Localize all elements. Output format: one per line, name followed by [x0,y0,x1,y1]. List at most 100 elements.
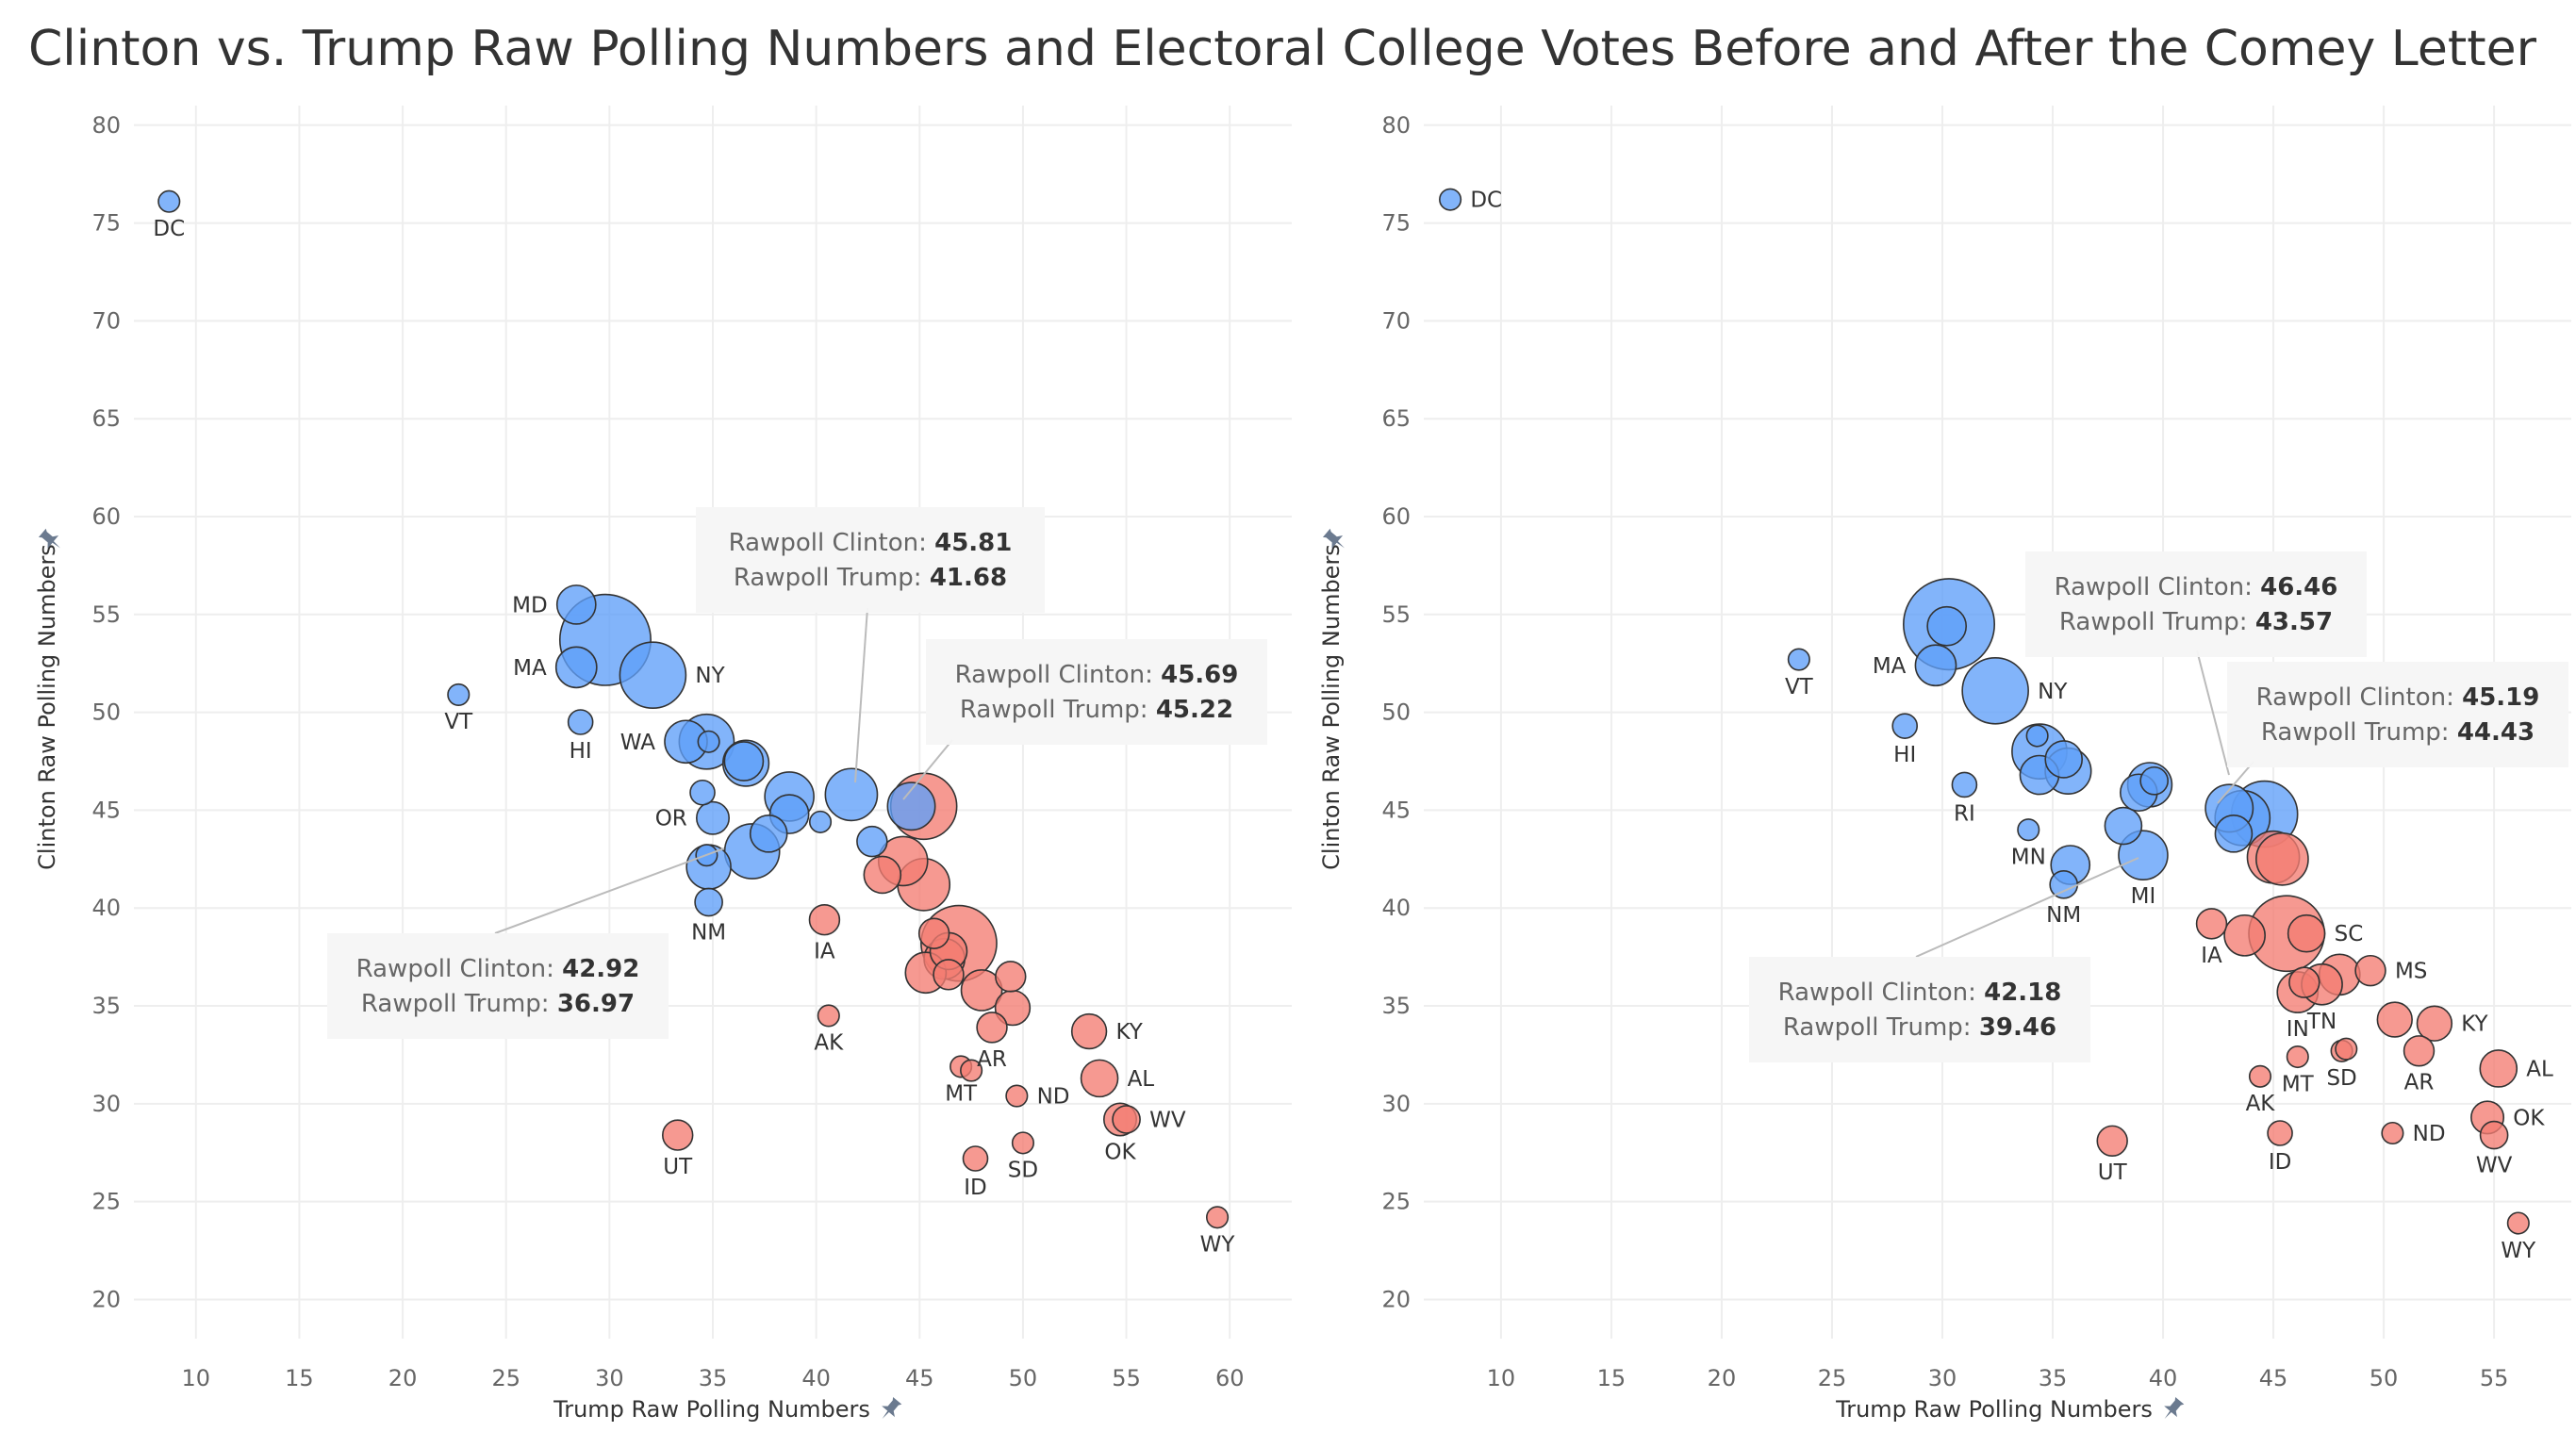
y-axis-title: Clinton Raw Polling Numbers [1318,544,1345,870]
data-point[interactable] [2139,765,2170,796]
data-point-wy[interactable] [2506,1211,2530,1235]
state-label-ok: OK [2513,1106,2545,1130]
state-label-ny: NY [695,664,725,688]
data-point-wv[interactable] [1112,1105,1141,1134]
x-tick-label: 50 [2370,1365,2399,1391]
y-tick-label: 75 [1381,210,1411,237]
data-point-nm[interactable] [694,887,723,917]
data-point-ak[interactable] [817,1004,840,1028]
data-point[interactable] [933,959,965,991]
data-point[interactable] [886,782,936,831]
annotation-clinton-line: Rawpoll Clinton: 42.18 [1778,979,2062,1007]
data-point-wv[interactable] [2479,1120,2509,1150]
data-point-or[interactable] [696,800,730,835]
annotation-leader-line [1915,857,2139,958]
data-point[interactable] [2044,740,2084,779]
state-label-mt: MT [945,1082,978,1107]
state-label-dc: DC [153,217,185,241]
data-point[interactable] [2255,831,2309,886]
data-point-hi[interactable] [567,709,594,735]
data-point-hi[interactable] [1891,713,1919,739]
data-point-sd[interactable] [1011,1131,1034,1155]
data-point-ut[interactable] [661,1119,694,1151]
data-point-ma[interactable] [554,646,598,689]
data-point-ms[interactable] [2354,954,2386,987]
x-tick-label: 20 [388,1365,418,1391]
data-point-ar[interactable] [2403,1035,2436,1067]
data-point[interactable] [749,814,788,853]
data-point[interactable] [1926,605,1968,647]
annotation-trump-value: 36.97 [557,990,635,1018]
data-point-mt[interactable] [2286,1045,2309,1069]
data-point[interactable] [2025,724,2049,748]
y-tick-label: 55 [1381,601,1411,628]
data-point[interactable] [960,1059,983,1082]
data-point-al[interactable] [2479,1049,2518,1088]
y-tick-label: 45 [1381,797,1411,823]
data-point[interactable] [824,767,879,822]
data-point-sc[interactable] [2287,913,2326,953]
data-point[interactable] [808,810,833,833]
data-point-dc[interactable] [1439,188,1462,211]
data-point[interactable] [723,741,765,782]
y-tick-label: 70 [91,307,121,334]
data-point[interactable] [2223,913,2266,957]
data-point[interactable] [2376,1001,2413,1038]
data-point[interactable] [960,969,1003,1012]
annotation-clinton-line: Rawpoll Clinton: 45.81 [729,529,1013,557]
data-point-wy[interactable] [1205,1206,1230,1229]
annotation-trump-value: 45.22 [1156,696,1233,724]
data-point[interactable] [2104,806,2143,846]
data-point-vt[interactable] [447,683,471,706]
data-point[interactable] [689,779,716,806]
x-tick-label: 55 [2480,1365,2509,1391]
data-point-id[interactable] [2267,1120,2293,1146]
data-point-ky[interactable] [2416,1005,2453,1042]
state-label-al: AL [2526,1057,2553,1081]
data-point-ma[interactable] [1914,644,1957,687]
annotation-clinton-value: 45.19 [2462,683,2539,712]
y-axis-pin-icon-shape [38,528,60,549]
annotation-leader-line [902,739,953,800]
data-point-ak[interactable] [2248,1064,2272,1088]
data-point[interactable] [917,917,950,949]
chart-title: Clinton vs. Trump Raw Polling Numbers an… [28,21,2536,77]
state-label-mi: MI [2131,884,2156,909]
data-point-ia[interactable] [2195,908,2228,940]
y-tick-label: 25 [1381,1189,1411,1215]
data-point-ia[interactable] [808,903,841,936]
annotation-trump-value: 41.68 [930,564,1007,592]
data-point-ky[interactable] [1070,1012,1108,1050]
data-point[interactable] [2335,1037,2358,1061]
data-point[interactable] [863,855,902,895]
data-point[interactable] [995,961,1027,993]
data-point-vt[interactable] [1787,648,1810,671]
data-point-id[interactable] [962,1145,989,1172]
data-point-nd[interactable] [2381,1121,2404,1145]
data-point-ny[interactable] [619,641,687,709]
state-label-al: AL [1128,1067,1155,1092]
data-point-nm[interactable] [2049,869,2079,899]
data-point-al[interactable] [1080,1059,1119,1098]
state-label-nd: ND [2413,1122,2446,1146]
data-point-mn[interactable] [2017,818,2040,842]
data-point[interactable] [697,730,720,753]
data-point-ri[interactable] [1951,771,1978,798]
data-point-ar[interactable] [976,1012,1008,1044]
x-tick-label: 35 [2039,1365,2068,1391]
y-tick-label: 30 [91,1091,121,1117]
x-tick-label: 15 [285,1365,314,1391]
annotation-clinton-line: Rawpoll Clinton: 45.69 [955,661,1239,689]
data-point[interactable] [2214,814,2254,853]
data-point-md[interactable] [555,584,597,625]
data-point-dc[interactable] [157,189,181,213]
state-label-dc: DC [1470,189,1502,213]
data-point-ny[interactable] [1961,656,2029,725]
data-point-nd[interactable] [1005,1084,1029,1108]
annotation-trump-value: 44.43 [2457,718,2535,747]
data-point[interactable] [856,825,888,858]
data-point[interactable] [2288,966,2320,998]
x-axis-pin-icon-shape [2164,1396,2185,1419]
data-point-ut[interactable] [2096,1125,2128,1158]
state-label-mn: MN [2011,845,2046,869]
